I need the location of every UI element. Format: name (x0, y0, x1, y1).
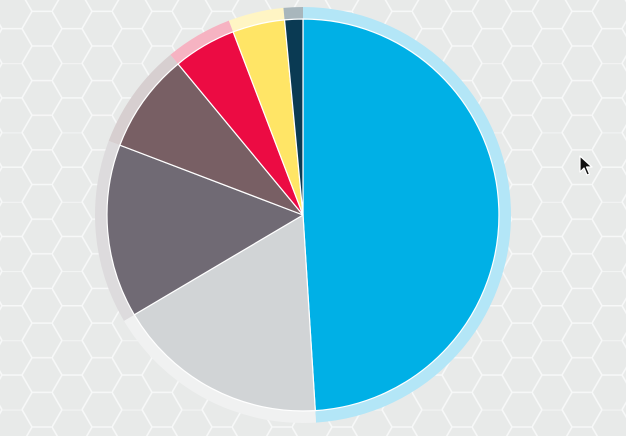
mouse-pointer-icon (579, 155, 593, 176)
pie-slice-1[interactable] (302, 18, 500, 412)
pie-slice-7[interactable] (283, 18, 304, 216)
pie-slices (106, 18, 500, 412)
pie-slice-4[interactable] (119, 63, 304, 216)
pie-slice-3[interactable] (106, 144, 304, 316)
pie-slice-2[interactable] (133, 214, 316, 412)
